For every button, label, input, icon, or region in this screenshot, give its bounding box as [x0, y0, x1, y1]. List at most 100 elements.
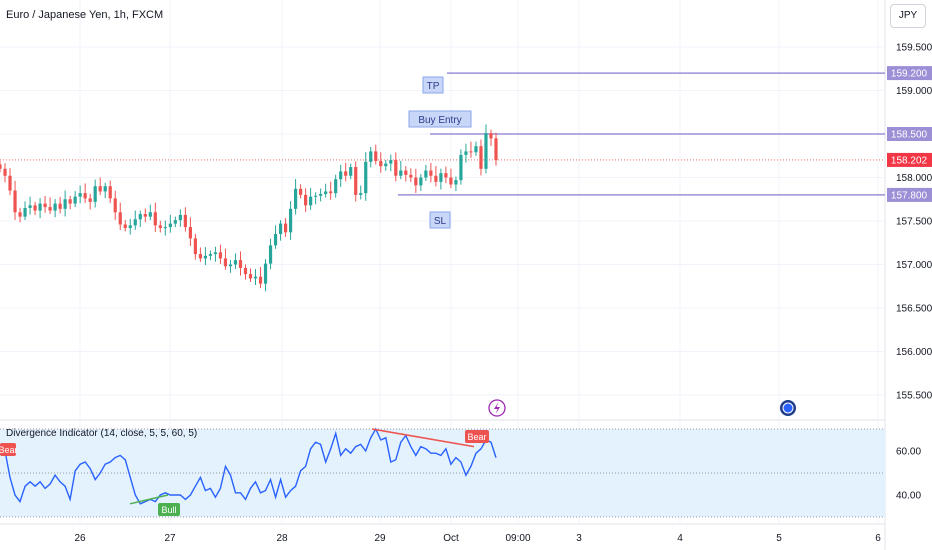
- candle[interactable]: [278, 220, 283, 241]
- candle[interactable]: [414, 168, 418, 193]
- candle[interactable]: [103, 182, 107, 199]
- candle[interactable]: [444, 166, 448, 184]
- candle[interactable]: [33, 201, 37, 216]
- candle[interactable]: [404, 166, 408, 182]
- candle[interactable]: [283, 218, 288, 237]
- candle[interactable]: [28, 196, 32, 215]
- candle[interactable]: [359, 185, 363, 200]
- candle[interactable]: [148, 204, 152, 221]
- bear-tag-right[interactable]: Bear: [465, 430, 489, 443]
- candle[interactable]: [374, 144, 378, 165]
- candle[interactable]: [399, 160, 403, 180]
- candle[interactable]: [484, 124, 488, 174]
- candle[interactable]: [228, 259, 233, 273]
- candle[interactable]: [369, 146, 373, 168]
- currency-button[interactable]: JPY: [890, 4, 926, 28]
- candle[interactable]: [389, 154, 393, 172]
- candle[interactable]: [38, 198, 42, 219]
- candle[interactable]: [218, 244, 223, 264]
- candle[interactable]: [304, 188, 308, 212]
- candle[interactable]: [258, 266, 263, 289]
- candle[interactable]: [293, 179, 298, 215]
- candle[interactable]: [213, 246, 218, 262]
- candle[interactable]: [329, 181, 333, 200]
- candle[interactable]: [233, 253, 238, 270]
- candle[interactable]: [43, 195, 47, 213]
- candle[interactable]: [238, 251, 243, 276]
- candle[interactable]: [153, 202, 157, 232]
- candle[interactable]: [429, 162, 433, 183]
- candle[interactable]: [474, 141, 478, 156]
- tp-label[interactable]: TP: [422, 76, 444, 94]
- candle[interactable]: [88, 193, 92, 210]
- candle[interactable]: [203, 247, 208, 266]
- candle[interactable]: [273, 225, 278, 249]
- candle[interactable]: [354, 161, 358, 202]
- indicator-line[interactable]: [0, 427, 497, 505]
- candle[interactable]: [208, 250, 213, 261]
- candle[interactable]: [193, 233, 197, 260]
- candle[interactable]: [143, 208, 147, 223]
- candle[interactable]: [138, 210, 142, 227]
- candle[interactable]: [364, 152, 368, 201]
- candle[interactable]: [63, 190, 67, 217]
- candle[interactable]: [58, 196, 62, 214]
- candle[interactable]: [344, 162, 348, 182]
- candle[interactable]: [163, 220, 167, 236]
- candle[interactable]: [223, 248, 228, 270]
- lightning-icon[interactable]: [488, 399, 506, 417]
- candle[interactable]: [419, 174, 423, 191]
- candle[interactable]: [314, 192, 318, 205]
- candle[interactable]: [434, 166, 438, 187]
- bull-tag[interactable]: Bull: [158, 503, 180, 516]
- candle[interactable]: [324, 183, 328, 198]
- candle[interactable]: [118, 202, 122, 231]
- candle[interactable]: [173, 216, 177, 228]
- candle[interactable]: [263, 259, 268, 292]
- candle[interactable]: [23, 201, 27, 221]
- candle[interactable]: [178, 209, 182, 227]
- candle[interactable]: [449, 168, 453, 188]
- candle[interactable]: [459, 149, 463, 185]
- candle[interactable]: [158, 220, 162, 233]
- candle[interactable]: [424, 164, 428, 181]
- candle[interactable]: [198, 247, 203, 262]
- candle[interactable]: [334, 174, 338, 198]
- candle[interactable]: [73, 191, 77, 208]
- candle[interactable]: [309, 187, 313, 210]
- candle[interactable]: [78, 185, 82, 204]
- candle[interactable]: [168, 214, 172, 233]
- bear-tag-left[interactable]: Bear: [0, 443, 18, 456]
- entry-label[interactable]: Buy Entry: [408, 110, 472, 128]
- candle[interactable]: [394, 152, 398, 182]
- candle[interactable]: [243, 264, 248, 280]
- candle[interactable]: [494, 132, 498, 166]
- candle[interactable]: [349, 163, 353, 180]
- candle[interactable]: [319, 188, 323, 202]
- candle[interactable]: [379, 152, 383, 173]
- candle[interactable]: [68, 195, 72, 210]
- candle[interactable]: [53, 199, 57, 218]
- candle[interactable]: [83, 183, 87, 203]
- candle[interactable]: [128, 218, 132, 235]
- candle[interactable]: [253, 269, 258, 286]
- candle[interactable]: [18, 207, 22, 223]
- candle[interactable]: [113, 190, 117, 220]
- candle[interactable]: [288, 201, 293, 240]
- candle[interactable]: [13, 180, 17, 220]
- candle[interactable]: [268, 238, 273, 270]
- indicator-title[interactable]: Divergence Indicator (14, close, 5, 5, 6…: [6, 428, 198, 439]
- candle[interactable]: [183, 207, 187, 232]
- candle[interactable]: [133, 210, 137, 230]
- candle[interactable]: [464, 143, 468, 163]
- candle[interactable]: [409, 168, 413, 183]
- candle[interactable]: [384, 160, 388, 171]
- symbol-title[interactable]: Euro / Japanese Yen, 1h, FXCM: [6, 9, 164, 21]
- candle[interactable]: [8, 168, 12, 196]
- calendar-event-icon[interactable]: [780, 400, 796, 416]
- candle[interactable]: [3, 163, 7, 183]
- candle[interactable]: [93, 179, 97, 208]
- candle[interactable]: [339, 164, 343, 187]
